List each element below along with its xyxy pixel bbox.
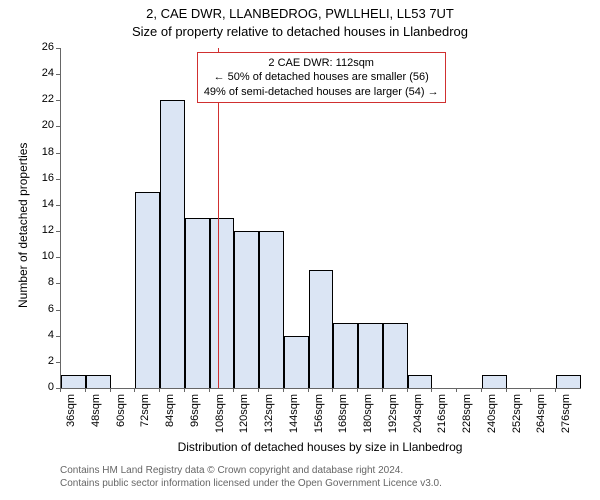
x-tick <box>382 388 383 392</box>
x-tick <box>283 388 284 392</box>
x-tick <box>332 388 333 392</box>
annotation-box: 2 CAE DWR: 112sqm← 50% of detached house… <box>197 52 446 103</box>
x-tick <box>407 388 408 392</box>
x-tick <box>209 388 210 392</box>
y-tick-label: 16 <box>32 172 54 184</box>
x-tick-label: 120sqm <box>238 394 250 444</box>
annotation-line: 49% of semi-detached houses are larger (… <box>204 85 439 99</box>
histogram-bar <box>333 323 358 388</box>
y-tick <box>56 48 60 49</box>
x-tick <box>308 388 309 392</box>
y-tick <box>56 179 60 180</box>
y-tick <box>56 283 60 284</box>
chart-container: 2, CAE DWR, LLANBEDROG, PWLLHELI, LL53 7… <box>0 0 600 500</box>
x-tick <box>85 388 86 392</box>
histogram-bar <box>556 375 581 388</box>
x-tick <box>110 388 111 392</box>
histogram-bar <box>408 375 433 388</box>
y-tick-label: 12 <box>32 224 54 236</box>
histogram-bar <box>185 218 210 388</box>
histogram-bar <box>61 375 86 388</box>
x-tick <box>233 388 234 392</box>
y-tick-label: 14 <box>32 198 54 210</box>
x-tick-label: 108sqm <box>214 394 226 444</box>
y-tick <box>56 74 60 75</box>
y-tick <box>56 336 60 337</box>
x-tick-label: 60sqm <box>115 394 127 444</box>
y-tick-label: 26 <box>32 41 54 53</box>
x-tick <box>357 388 358 392</box>
y-tick <box>56 126 60 127</box>
y-tick-label: 18 <box>32 146 54 158</box>
x-tick-label: 276sqm <box>560 394 572 444</box>
x-tick <box>530 388 531 392</box>
histogram-bar <box>234 231 259 388</box>
x-tick-label: 36sqm <box>65 394 77 444</box>
footer: Contains HM Land Registry data © Crown c… <box>60 464 442 490</box>
x-tick <box>506 388 507 392</box>
chart-title: 2, CAE DWR, LLANBEDROG, PWLLHELI, LL53 7… <box>0 6 600 21</box>
x-tick <box>555 388 556 392</box>
x-tick-label: 192sqm <box>387 394 399 444</box>
x-tick <box>258 388 259 392</box>
x-tick-label: 240sqm <box>486 394 498 444</box>
x-tick-label: 156sqm <box>313 394 325 444</box>
x-tick-label: 180sqm <box>362 394 374 444</box>
x-tick-label: 204sqm <box>412 394 424 444</box>
x-tick-label: 144sqm <box>288 394 300 444</box>
x-tick-label: 96sqm <box>189 394 201 444</box>
y-tick-label: 8 <box>32 276 54 288</box>
x-tick-label: 132sqm <box>263 394 275 444</box>
footer-line-2: Contains public sector information licen… <box>60 477 442 490</box>
histogram-bar <box>86 375 111 388</box>
y-tick-label: 24 <box>32 67 54 79</box>
y-tick <box>56 257 60 258</box>
x-tick <box>184 388 185 392</box>
x-tick <box>60 388 61 392</box>
y-tick-label: 6 <box>32 303 54 315</box>
y-tick <box>56 362 60 363</box>
histogram-bar <box>284 336 309 388</box>
x-tick <box>456 388 457 392</box>
x-axis-label: Distribution of detached houses by size … <box>60 440 580 454</box>
x-tick-label: 84sqm <box>164 394 176 444</box>
x-tick <box>481 388 482 392</box>
annotation-line: ← 50% of detached houses are smaller (56… <box>204 70 439 84</box>
y-tick <box>56 231 60 232</box>
y-tick-label: 22 <box>32 93 54 105</box>
y-tick-label: 0 <box>32 381 54 393</box>
x-tick-label: 216sqm <box>436 394 448 444</box>
x-tick <box>431 388 432 392</box>
y-axis-label: Number of detached properties <box>16 143 30 308</box>
y-tick-label: 10 <box>32 250 54 262</box>
x-tick-label: 264sqm <box>535 394 547 444</box>
footer-line-1: Contains HM Land Registry data © Crown c… <box>60 464 442 477</box>
histogram-bar <box>383 323 408 388</box>
y-tick <box>56 100 60 101</box>
histogram-bar <box>259 231 284 388</box>
y-tick-label: 2 <box>32 355 54 367</box>
y-tick-label: 4 <box>32 329 54 341</box>
histogram-bar <box>135 192 160 388</box>
histogram-bar <box>210 218 235 388</box>
y-tick <box>56 310 60 311</box>
histogram-bar <box>482 375 507 388</box>
x-tick-label: 168sqm <box>337 394 349 444</box>
x-tick-label: 48sqm <box>90 394 102 444</box>
y-tick-label: 20 <box>32 119 54 131</box>
x-tick-label: 72sqm <box>139 394 151 444</box>
x-tick-label: 252sqm <box>511 394 523 444</box>
histogram-bar <box>309 270 334 388</box>
histogram-bar <box>358 323 383 388</box>
x-tick <box>159 388 160 392</box>
y-tick <box>56 153 60 154</box>
y-tick <box>56 205 60 206</box>
histogram-bar <box>160 100 185 388</box>
chart-subtitle: Size of property relative to detached ho… <box>0 24 600 39</box>
annotation-line: 2 CAE DWR: 112sqm <box>204 56 439 70</box>
x-tick-label: 228sqm <box>461 394 473 444</box>
x-tick <box>134 388 135 392</box>
